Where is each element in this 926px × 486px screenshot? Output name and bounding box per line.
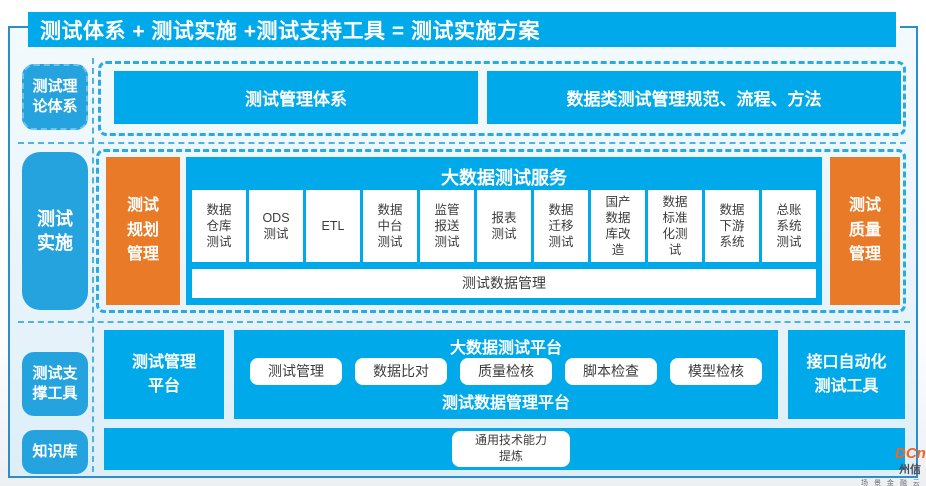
service-data-migration-test: 数据 迁移 测试 xyxy=(534,190,588,262)
test-planning-management-box: 测试 规划 管理 xyxy=(106,157,180,305)
chip-model-check: 模型检核 xyxy=(670,358,762,385)
sidebar-item-implementation: 测试 实施 xyxy=(22,152,88,310)
service-data-downstream-systems: 数据 下游 系统 xyxy=(705,190,759,262)
chip-quality-check: 质量检核 xyxy=(460,358,552,385)
chip-script-check: 脚本检查 xyxy=(565,358,657,385)
service-data-warehouse-test: 数据 仓库 测试 xyxy=(192,190,246,262)
brand-logo-icon: DCn xyxy=(895,445,926,462)
chip-test-management: 测试管理 xyxy=(250,358,342,385)
implementation-row-container xyxy=(96,149,906,313)
service-etl: ETL xyxy=(306,190,360,262)
service-ods-test: ODS 测试 xyxy=(249,190,303,262)
test-data-management-bar: 测试数据管理 xyxy=(192,268,816,298)
big-data-test-services-container: 大数据测试服务 数据 仓库 测试 ODS 测试 ETL 数据 中台 测试 监管 … xyxy=(186,157,822,305)
service-data-middle-platform-test: 数据 中台 测试 xyxy=(363,190,417,262)
test-management-platform-box: 测试管理 平台 xyxy=(104,330,224,419)
row-divider-1 xyxy=(18,142,906,144)
test-management-system-box: 测试管理体系 xyxy=(114,71,478,124)
title-banner: 测试体系 + 测试实施 +测试支持工具 = 测试实施方案 xyxy=(28,12,896,47)
vertical-dashed-divider xyxy=(92,58,94,472)
big-data-test-platform-title: 大数据测试平台 xyxy=(449,340,562,357)
big-data-test-platform-container: 大数据测试平台 测试管理 数据比对 质量检核 脚本检查 模型检核 测试数据管理平… xyxy=(234,330,778,419)
service-regulatory-reporting-test: 监管 报送 测试 xyxy=(420,190,474,262)
theory-row-container xyxy=(98,61,906,136)
service-domestic-db-transformation: 国产 数据 库改 造 xyxy=(591,190,645,262)
big-data-test-services-title: 大数据测试服务 xyxy=(441,167,567,188)
platform-chip-row: 测试管理 数据比对 质量检核 脚本检查 模型检核 xyxy=(244,358,768,385)
sidebar-item-theory: 测试理 论体系 xyxy=(22,64,88,130)
service-data-standardization-test: 数据 标准 化测 试 xyxy=(648,190,702,262)
page-title: 测试体系 + 测试实施 +测试支持工具 = 测试实施方案 xyxy=(40,19,540,43)
sidebar-item-knowledge-base: 知识库 xyxy=(22,430,88,474)
api-automation-test-tool-box: 接口自动化 测试工具 xyxy=(788,330,905,419)
sidebar-item-support-tools: 测试支 撑工具 xyxy=(22,352,88,416)
brand-logo-cn-text: 州信 xyxy=(899,464,921,476)
test-data-management-platform-title: 测试数据管理平台 xyxy=(441,395,570,413)
chip-general-tech-capability: 通用技术能力 提炼 xyxy=(452,431,570,467)
service-box-row: 数据 仓库 测试 ODS 测试 ETL 数据 中台 测试 监管 报送 测试 报表… xyxy=(192,190,816,262)
data-test-standards-box: 数据类测试管理规范、流程、方法 xyxy=(487,71,901,124)
test-quality-management-box: 测试 质量 管理 xyxy=(830,157,900,305)
service-general-ledger-test: 总账 系统 测试 xyxy=(762,190,816,262)
row-divider-2 xyxy=(18,321,910,323)
brand-tagline: 场 景 金 融 云 平 台 引 xyxy=(861,480,926,486)
service-report-test: 报表 测试 xyxy=(477,190,531,262)
chip-data-comparison: 数据比对 xyxy=(355,358,447,385)
